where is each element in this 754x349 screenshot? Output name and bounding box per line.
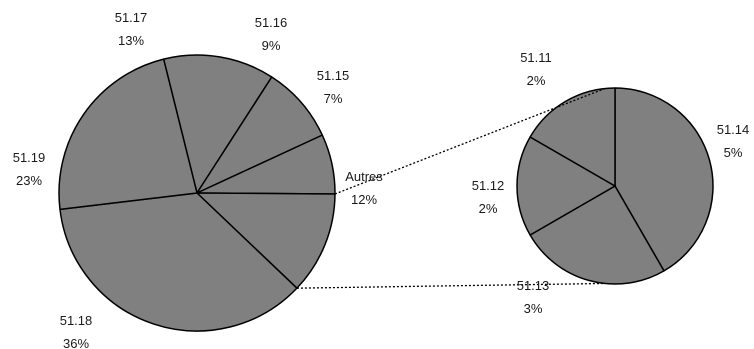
slice-label-51-15-pct: 7% [324, 91, 343, 106]
connector-line-top [334, 87, 605, 195]
slice-label-51-11-pct: 2% [527, 73, 546, 88]
slice-label-51-18-name: 51.18 [60, 313, 93, 328]
slice-label-51-16-name: 51.16 [255, 15, 288, 30]
slice-51-13 [529, 185, 665, 285]
main-pie [58, 54, 336, 332]
slice-label-autres-name: Autres [345, 169, 383, 184]
slice-label-51-14-pct: 5% [724, 145, 743, 160]
slice-label-51-12-name: 51.12 [472, 178, 505, 193]
slice-51-12 [516, 136, 616, 236]
slice-label-51-13-name: 51.13 [517, 278, 550, 293]
slice-51-14 [614, 87, 714, 272]
slice-label-51-17-name: 51.17 [115, 10, 148, 25]
slice-51-19 [58, 58, 198, 211]
slice-51-11 [529, 87, 616, 187]
slice-label-51-13-pct: 3% [524, 301, 543, 316]
connector-line-bottom [296, 282, 605, 289]
slice-label-51-17-pct: 13% [118, 33, 144, 48]
slice-label-51-16-pct: 9% [262, 38, 281, 53]
slice-51-17 [162, 54, 273, 194]
slice-label-51-15-name: 51.15 [317, 68, 350, 83]
slice-label-51-11-name: 51.11 [520, 50, 552, 65]
secondary-pie [516, 87, 714, 285]
slice-label-51-18-pct: 36% [63, 336, 89, 349]
slice-label-51-19-pct: 23% [16, 173, 42, 188]
connector-lines [296, 87, 605, 289]
slice-label-51-14-name: 51.14 [717, 122, 750, 137]
slice-label-51-12-pct: 2% [479, 201, 498, 216]
slice-autres [196, 192, 336, 289]
slice-51-18 [59, 192, 298, 332]
slice-label-autres-pct: 12% [351, 192, 377, 207]
slice-label-51-19-name: 51.19 [13, 150, 46, 165]
